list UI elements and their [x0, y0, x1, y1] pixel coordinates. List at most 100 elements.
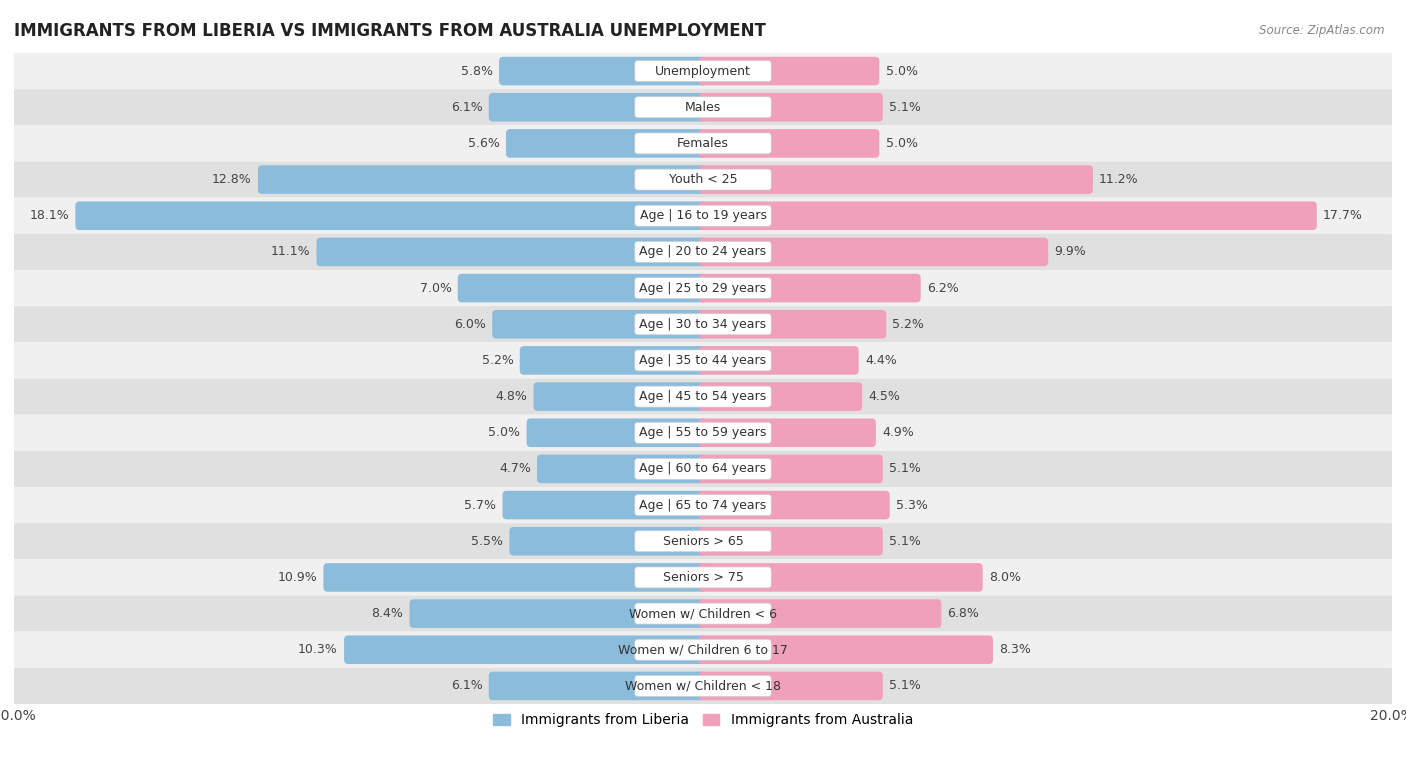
FancyBboxPatch shape	[634, 675, 772, 696]
Text: Females: Females	[678, 137, 728, 150]
Text: 4.5%: 4.5%	[869, 390, 900, 403]
Text: Age | 45 to 54 years: Age | 45 to 54 years	[640, 390, 766, 403]
Text: Source: ZipAtlas.com: Source: ZipAtlas.com	[1260, 24, 1385, 37]
FancyBboxPatch shape	[699, 671, 883, 700]
FancyBboxPatch shape	[14, 451, 1392, 487]
Text: Age | 35 to 44 years: Age | 35 to 44 years	[640, 354, 766, 367]
FancyBboxPatch shape	[14, 668, 1392, 704]
Text: Seniors > 75: Seniors > 75	[662, 571, 744, 584]
FancyBboxPatch shape	[699, 165, 1092, 194]
FancyBboxPatch shape	[699, 563, 983, 592]
Text: 4.8%: 4.8%	[495, 390, 527, 403]
Text: Women w/ Children < 6: Women w/ Children < 6	[628, 607, 778, 620]
Text: 5.1%: 5.1%	[889, 534, 921, 548]
FancyBboxPatch shape	[506, 129, 707, 157]
Text: 4.4%: 4.4%	[865, 354, 897, 367]
FancyBboxPatch shape	[14, 126, 1392, 161]
FancyBboxPatch shape	[634, 278, 772, 298]
Text: Seniors > 65: Seniors > 65	[662, 534, 744, 548]
Text: Age | 65 to 74 years: Age | 65 to 74 years	[640, 499, 766, 512]
FancyBboxPatch shape	[409, 600, 707, 628]
FancyBboxPatch shape	[257, 165, 707, 194]
FancyBboxPatch shape	[14, 306, 1392, 342]
FancyBboxPatch shape	[699, 382, 862, 411]
Text: 5.1%: 5.1%	[889, 101, 921, 114]
FancyBboxPatch shape	[14, 161, 1392, 198]
FancyBboxPatch shape	[634, 531, 772, 552]
Text: 8.3%: 8.3%	[1000, 643, 1031, 656]
FancyBboxPatch shape	[634, 97, 772, 118]
Text: Youth < 25: Youth < 25	[669, 173, 737, 186]
FancyBboxPatch shape	[699, 93, 883, 122]
FancyBboxPatch shape	[458, 274, 707, 302]
Text: 12.8%: 12.8%	[212, 173, 252, 186]
FancyBboxPatch shape	[634, 603, 772, 624]
Text: 11.1%: 11.1%	[271, 245, 311, 258]
Text: 6.2%: 6.2%	[927, 282, 959, 294]
Text: 6.0%: 6.0%	[454, 318, 486, 331]
FancyBboxPatch shape	[634, 61, 772, 82]
Text: IMMIGRANTS FROM LIBERIA VS IMMIGRANTS FROM AUSTRALIA UNEMPLOYMENT: IMMIGRANTS FROM LIBERIA VS IMMIGRANTS FR…	[14, 22, 766, 40]
Text: 5.0%: 5.0%	[488, 426, 520, 439]
FancyBboxPatch shape	[76, 201, 707, 230]
Text: Unemployment: Unemployment	[655, 64, 751, 77]
FancyBboxPatch shape	[699, 600, 942, 628]
Legend: Immigrants from Liberia, Immigrants from Australia: Immigrants from Liberia, Immigrants from…	[488, 708, 918, 733]
Text: Age | 16 to 19 years: Age | 16 to 19 years	[640, 209, 766, 223]
Text: 5.0%: 5.0%	[886, 64, 918, 77]
Text: Age | 30 to 34 years: Age | 30 to 34 years	[640, 318, 766, 331]
Text: 9.9%: 9.9%	[1054, 245, 1085, 258]
Text: 17.7%: 17.7%	[1323, 209, 1362, 223]
FancyBboxPatch shape	[344, 635, 707, 664]
FancyBboxPatch shape	[699, 238, 1047, 266]
FancyBboxPatch shape	[634, 313, 772, 335]
FancyBboxPatch shape	[699, 57, 879, 86]
Text: 11.2%: 11.2%	[1099, 173, 1139, 186]
FancyBboxPatch shape	[699, 274, 921, 302]
FancyBboxPatch shape	[699, 201, 1317, 230]
Text: Age | 55 to 59 years: Age | 55 to 59 years	[640, 426, 766, 439]
Text: Males: Males	[685, 101, 721, 114]
Text: Women w/ Children < 18: Women w/ Children < 18	[626, 680, 780, 693]
FancyBboxPatch shape	[323, 563, 707, 592]
FancyBboxPatch shape	[634, 459, 772, 479]
FancyBboxPatch shape	[489, 671, 707, 700]
Text: Women w/ Children 6 to 17: Women w/ Children 6 to 17	[619, 643, 787, 656]
FancyBboxPatch shape	[699, 491, 890, 519]
Text: 5.2%: 5.2%	[893, 318, 924, 331]
Text: 5.5%: 5.5%	[471, 534, 503, 548]
FancyBboxPatch shape	[533, 382, 707, 411]
FancyBboxPatch shape	[699, 527, 883, 556]
FancyBboxPatch shape	[634, 567, 772, 588]
Text: 10.9%: 10.9%	[277, 571, 318, 584]
Text: 10.3%: 10.3%	[298, 643, 337, 656]
Text: Age | 20 to 24 years: Age | 20 to 24 years	[640, 245, 766, 258]
FancyBboxPatch shape	[14, 89, 1392, 126]
FancyBboxPatch shape	[14, 270, 1392, 306]
FancyBboxPatch shape	[14, 415, 1392, 451]
FancyBboxPatch shape	[14, 631, 1392, 668]
Text: 5.6%: 5.6%	[468, 137, 499, 150]
FancyBboxPatch shape	[14, 53, 1392, 89]
FancyBboxPatch shape	[14, 378, 1392, 415]
FancyBboxPatch shape	[634, 639, 772, 660]
FancyBboxPatch shape	[520, 346, 707, 375]
FancyBboxPatch shape	[634, 133, 772, 154]
Text: 5.1%: 5.1%	[889, 463, 921, 475]
Text: 6.1%: 6.1%	[451, 101, 482, 114]
FancyBboxPatch shape	[14, 234, 1392, 270]
FancyBboxPatch shape	[699, 455, 883, 483]
FancyBboxPatch shape	[527, 419, 707, 447]
FancyBboxPatch shape	[699, 635, 993, 664]
Text: 7.0%: 7.0%	[419, 282, 451, 294]
FancyBboxPatch shape	[14, 342, 1392, 378]
Text: 5.1%: 5.1%	[889, 680, 921, 693]
FancyBboxPatch shape	[499, 57, 707, 86]
Text: 6.8%: 6.8%	[948, 607, 980, 620]
FancyBboxPatch shape	[699, 346, 859, 375]
Text: 4.9%: 4.9%	[882, 426, 914, 439]
Text: 8.0%: 8.0%	[988, 571, 1021, 584]
FancyBboxPatch shape	[634, 205, 772, 226]
FancyBboxPatch shape	[537, 455, 707, 483]
Text: 6.1%: 6.1%	[451, 680, 482, 693]
